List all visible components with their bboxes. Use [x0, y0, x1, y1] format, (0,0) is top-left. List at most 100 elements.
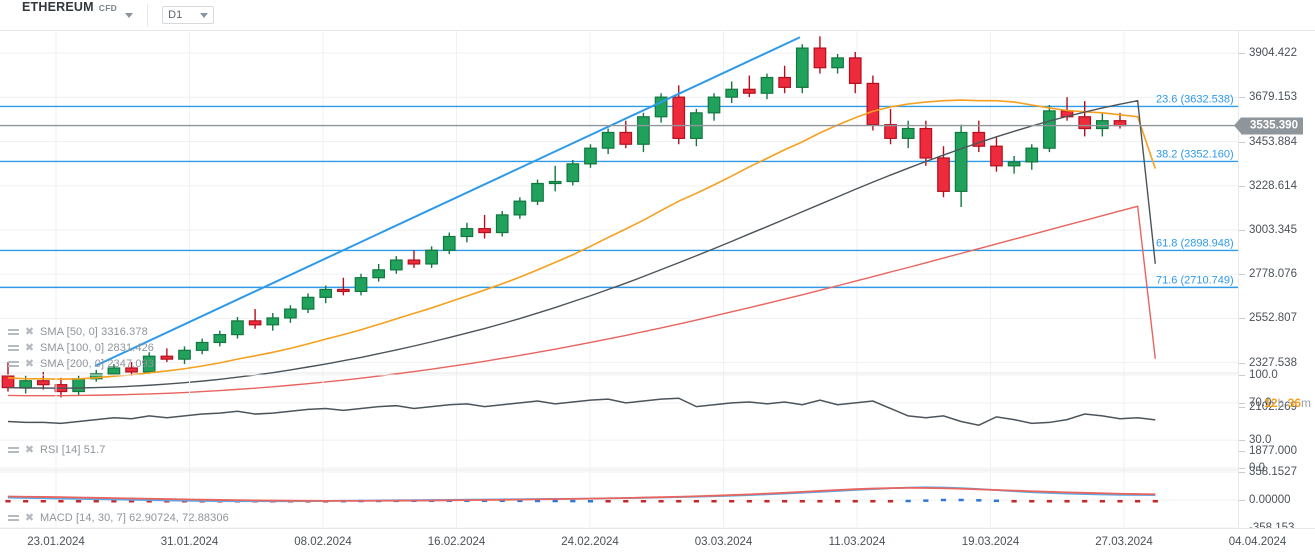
price-axis[interactable]: 3904.422 3679.153 3453.884 3228.614 3003.345…: [1234, 31, 1315, 534]
macd-histogram-bar: [729, 500, 735, 503]
symbol-selector[interactable]: ETHEREUM CFD: [0, 0, 143, 31]
price-axis-label: 3904.422: [1249, 47, 1297, 60]
candlestick: [954, 131, 968, 192]
candlestick: [831, 57, 844, 69]
settings-icon[interactable]: [8, 343, 19, 354]
candlestick: [178, 349, 191, 360]
indicator-label: SMA [100, 0] 2831.426: [40, 342, 155, 354]
close-icon[interactable]: ✖: [24, 511, 35, 524]
indicator-legend-sma50[interactable]: ✖ SMA [50, 0] 3316.378: [8, 326, 148, 338]
macd-histogram-bar: [834, 500, 841, 503]
chart-canvas: 23.6 (3632.538) 38.2 (3352.160) 61.8 (2898…: [0, 31, 1238, 528]
axis-tick: [1239, 468, 1245, 469]
candlestick: [778, 76, 791, 88]
close-icon[interactable]: ✖: [24, 357, 35, 370]
candlestick: [1095, 120, 1109, 130]
macd-histogram-bar: [570, 499, 576, 503]
candlestick: [36, 380, 50, 386]
candlestick: [742, 88, 756, 94]
settings-icon[interactable]: [8, 513, 19, 524]
close-icon[interactable]: ✖: [24, 325, 35, 338]
candlestick: [1025, 147, 1039, 163]
candlestick: [407, 259, 421, 265]
candlestick: [707, 96, 721, 114]
rsi-axis-label: 70.0: [1249, 396, 1272, 409]
indicator-legend-macd[interactable]: ✖ MACD [14, 30, 7] 62.90724, 72.88306: [8, 512, 229, 524]
date-axis-label: 31.01.2024: [160, 536, 219, 548]
settings-icon[interactable]: [8, 359, 19, 370]
candlestick: [1043, 110, 1056, 149]
macd-histogram-bar: [1152, 500, 1158, 503]
trendline[interactable]: [94, 36, 801, 367]
candlestick: [89, 373, 103, 380]
candlestick: [566, 163, 580, 183]
bar-countdown: 12h 36m: [1264, 396, 1311, 410]
symbol-kind: CFD: [98, 2, 118, 13]
candlestick: [513, 200, 527, 216]
macd-histogram-bar: [605, 500, 611, 503]
axis-tick: [1239, 406, 1245, 408]
rsi-axis-label: 30.0: [1249, 434, 1272, 447]
price-plot[interactable]: 23.6 (3632.538) 38.2 (3352.160) 61.8 (2898…: [0, 31, 1238, 528]
macd-histogram-bar: [711, 500, 717, 503]
candlestick: [1007, 161, 1021, 167]
macd-histogram-bar: [5, 500, 11, 503]
axis-tick: [1239, 318, 1245, 320]
indicator-legend-sma200[interactable]: ✖ SMA [200, 0] 2347.093: [8, 358, 154, 370]
indicator-label: MACD [14, 30, 7] 62.90724, 72.88306: [40, 512, 229, 524]
candlestick: [937, 157, 950, 192]
indicator-legend-rsi[interactable]: ✖ RSI [14] 51.7: [8, 444, 106, 456]
timeframe-label: D1: [168, 9, 183, 21]
date-axis[interactable]: 23.01.2024 31.01.2024 08.02.2024 16.02.2024…: [0, 528, 1315, 555]
indicator-label: SMA [200, 0] 2347.093: [40, 358, 155, 370]
candlestick: [425, 249, 438, 265]
date-axis-label: 19.03.2024: [961, 536, 1020, 548]
price-axis-label: 3453.884: [1249, 135, 1297, 148]
candlestick: [813, 47, 827, 69]
candlestick: [142, 355, 156, 373]
macd-histogram-bar: [870, 500, 876, 503]
axis-tick: [1239, 440, 1245, 442]
countdown-hours: 12: [1264, 396, 1278, 411]
candlestick: [972, 131, 986, 147]
macd-histogram-bar: [146, 500, 152, 503]
macd-histogram-bar: [852, 500, 858, 503]
chart-area[interactable]: 23.6 (3632.538) 38.2 (3352.160) 61.8 (2898…: [0, 31, 1315, 534]
settings-icon[interactable]: [8, 327, 19, 338]
macd-histogram-bar: [676, 500, 682, 503]
indicator-legend-sma100[interactable]: ✖ SMA [100, 0] 2831.426: [8, 342, 154, 354]
candlestick: [107, 367, 121, 375]
macd-histogram-bar: [517, 499, 523, 503]
timeframe-selector[interactable]: D1: [162, 6, 215, 24]
price-axis-label: 2327.538: [1249, 356, 1297, 369]
countdown-minutes: 36: [1287, 396, 1301, 411]
fib-level-label: 61.8 (2898.948): [1156, 237, 1234, 249]
candlestick: [795, 47, 809, 88]
macd-histogram-bar: [128, 500, 135, 503]
macd-histogram-bar: [23, 500, 29, 503]
candlestick: [495, 214, 509, 234]
candlestick: [637, 116, 650, 145]
macd-histogram-bar: [976, 499, 982, 502]
candlestick: [460, 228, 474, 238]
rsi-axis-label: 100.0: [1249, 369, 1278, 381]
close-icon[interactable]: ✖: [24, 443, 35, 456]
macd-histogram-bar: [923, 499, 929, 502]
date-axis-label: 23.01.2024: [27, 536, 85, 548]
candlestick: [389, 259, 403, 271]
macd-histogram-bar: [746, 500, 752, 503]
price-axis-label: 3003.345: [1249, 223, 1297, 236]
axis-tick: [1239, 229, 1245, 231]
candlestick: [848, 57, 862, 85]
candlestick: [654, 96, 668, 118]
axis-tick: [1239, 375, 1245, 376]
current-price-badge: 3535.390: [1234, 117, 1303, 135]
indicator-label: SMA [50, 0] 3316.378: [40, 326, 148, 338]
macd-histogram-bar: [499, 499, 505, 503]
candlestick: [1, 375, 15, 389]
settings-icon[interactable]: [8, 445, 19, 456]
macd-axis-label: 0.00000: [1249, 494, 1291, 506]
close-icon[interactable]: ✖: [24, 341, 35, 354]
fib-level-label: 23.6 (3632.538): [1156, 93, 1234, 105]
axis-tick: [1239, 53, 1245, 55]
